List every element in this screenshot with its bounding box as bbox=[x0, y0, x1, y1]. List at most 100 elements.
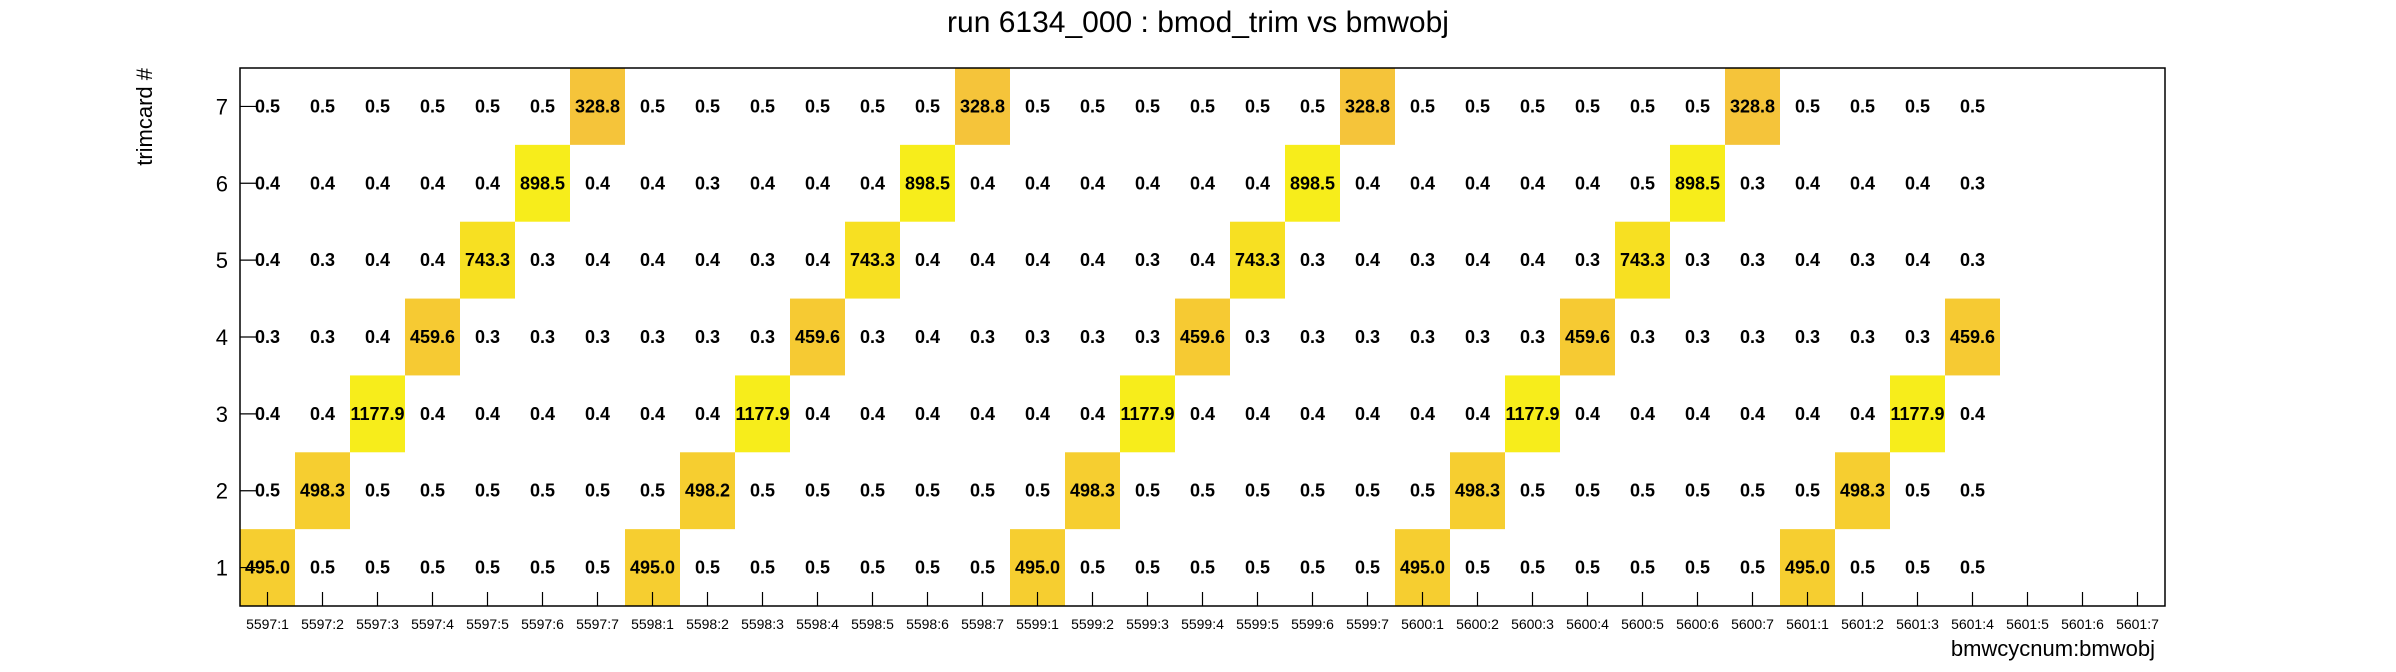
cell-value-label: 0.5 bbox=[1245, 558, 1270, 578]
cell-value-label: 0.4 bbox=[420, 404, 445, 424]
heatmap-cell bbox=[1945, 298, 2000, 376]
cell-value-label: 0.5 bbox=[695, 96, 720, 116]
cell-value-label: 0.4 bbox=[310, 173, 335, 193]
cell-value-label: 0.4 bbox=[970, 404, 995, 424]
cell-value-label: 459.6 bbox=[410, 327, 455, 347]
cell-value-label: 0.4 bbox=[1025, 250, 1050, 270]
cell-value-label: 0.5 bbox=[1190, 481, 1215, 501]
cell-value-label: 0.4 bbox=[1190, 404, 1215, 424]
cell-value-label: 0.3 bbox=[255, 327, 280, 347]
x-tick-label: 5599:5 bbox=[1236, 616, 1279, 632]
cell-value-label: 0.4 bbox=[365, 250, 390, 270]
x-tick-label: 5601:3 bbox=[1896, 616, 1939, 632]
cell-value-label: 0.5 bbox=[1080, 558, 1105, 578]
cell-value-label: 0.3 bbox=[1685, 327, 1710, 347]
y-tick-label: 2 bbox=[216, 479, 228, 504]
cell-value-label: 0.4 bbox=[475, 173, 500, 193]
cell-value-label: 0.4 bbox=[1025, 173, 1050, 193]
cell-value-label: 0.5 bbox=[970, 558, 995, 578]
x-axis-title: bmwcycnum:bmwobj bbox=[1951, 636, 2155, 661]
cell-value-label: 898.5 bbox=[1290, 173, 1335, 193]
cell-value-label: 0.4 bbox=[475, 404, 500, 424]
cell-value-label: 0.4 bbox=[1960, 404, 1985, 424]
cell-value-label: 0.3 bbox=[530, 250, 555, 270]
x-tick-label: 5598:2 bbox=[686, 616, 729, 632]
cell-value-label: 0.4 bbox=[585, 250, 610, 270]
cell-value-label: 0.3 bbox=[750, 327, 775, 347]
cell-value-label: 898.5 bbox=[520, 173, 565, 193]
cell-value-label: 0.5 bbox=[750, 481, 775, 501]
cell-value-label: 0.5 bbox=[310, 96, 335, 116]
cell-value-label: 0.5 bbox=[585, 481, 610, 501]
x-tick-label: 5598:6 bbox=[906, 616, 949, 632]
cell-value-label: 0.3 bbox=[1850, 327, 1875, 347]
cell-value-label: 0.5 bbox=[695, 558, 720, 578]
cell-value-label: 0.4 bbox=[1355, 173, 1380, 193]
cell-value-label: 0.4 bbox=[310, 404, 335, 424]
cell-value-label: 0.4 bbox=[640, 173, 665, 193]
cell-value-label: 498.3 bbox=[1455, 481, 1500, 501]
cell-value-label: 495.0 bbox=[630, 558, 675, 578]
cell-value-label: 0.5 bbox=[1575, 481, 1600, 501]
cell-value-label: 0.4 bbox=[1850, 404, 1875, 424]
x-tick-label: 5600:6 bbox=[1676, 616, 1719, 632]
x-tick-label: 5601:6 bbox=[2061, 616, 2104, 632]
y-tick-label: 5 bbox=[216, 248, 228, 273]
cell-value-label: 0.5 bbox=[1520, 481, 1545, 501]
cell-value-label: 0.5 bbox=[805, 558, 830, 578]
cell-value-label: 0.5 bbox=[750, 558, 775, 578]
cell-value-label: 0.5 bbox=[310, 558, 335, 578]
cell-value-label: 0.3 bbox=[1630, 327, 1655, 347]
heatmap-cell bbox=[1560, 298, 1615, 376]
cell-value-label: 0.3 bbox=[860, 327, 885, 347]
cell-value-label: 498.3 bbox=[1840, 481, 1885, 501]
cell-value-label: 0.4 bbox=[1630, 404, 1655, 424]
cell-value-label: 459.6 bbox=[1950, 327, 1995, 347]
cell-value-label: 0.3 bbox=[1960, 250, 1985, 270]
x-tick-label: 5600:7 bbox=[1731, 616, 1774, 632]
cell-value-label: 0.4 bbox=[1795, 173, 1820, 193]
cell-value-label: 0.4 bbox=[1190, 173, 1215, 193]
cell-value-label: 0.3 bbox=[310, 250, 335, 270]
cell-value-label: 0.5 bbox=[585, 558, 610, 578]
cell-value-label: 0.5 bbox=[475, 481, 500, 501]
cell-value-label: 0.3 bbox=[1740, 250, 1765, 270]
cell-value-label: 0.3 bbox=[1905, 327, 1930, 347]
cell-value-label: 0.5 bbox=[1575, 96, 1600, 116]
cell-value-label: 0.3 bbox=[640, 327, 665, 347]
cell-value-label: 898.5 bbox=[905, 173, 950, 193]
cell-labels: 495.0 0.5 0.5 0.5 0.5 0.5 0.5 495.0 0.5 0.5 0.5 0.5… bbox=[245, 96, 1995, 577]
cell-value-label: 0.4 bbox=[1300, 404, 1325, 424]
cell-value-label: 495.0 bbox=[1015, 558, 1060, 578]
cell-value-label: 0.5 bbox=[420, 558, 445, 578]
heatmap-cell bbox=[1065, 452, 1120, 530]
x-tick-label: 5598:4 bbox=[796, 616, 839, 632]
cell-value-label: 0.4 bbox=[1520, 173, 1545, 193]
cell-value-label: 0.5 bbox=[1135, 96, 1160, 116]
cell-value-label: 0.5 bbox=[1685, 558, 1710, 578]
cell-value-label: 0.5 bbox=[1080, 96, 1105, 116]
cell-value-label: 0.4 bbox=[1410, 404, 1435, 424]
heatmap-cell bbox=[1725, 68, 1780, 145]
cell-value-label: 0.5 bbox=[1410, 481, 1435, 501]
cell-value-label: 0.3 bbox=[970, 327, 995, 347]
cell-value-label: 0.3 bbox=[1960, 173, 1985, 193]
cell-value-label: 0.3 bbox=[750, 250, 775, 270]
heatmap-cell bbox=[735, 375, 790, 453]
cell-value-label: 0.3 bbox=[530, 327, 555, 347]
cell-value-label: 0.3 bbox=[1465, 327, 1490, 347]
y-axis-title: trimcard # bbox=[132, 67, 157, 166]
cell-value-label: 0.4 bbox=[255, 404, 280, 424]
x-tick-label: 5601:5 bbox=[2006, 616, 2049, 632]
cell-value-label: 0.5 bbox=[1795, 481, 1820, 501]
cell-value-label: 495.0 bbox=[1785, 558, 1830, 578]
cell-value-label: 0.4 bbox=[365, 327, 390, 347]
cell-value-label: 743.3 bbox=[1620, 250, 1665, 270]
cell-value-label: 0.4 bbox=[1080, 250, 1105, 270]
cell-value-label: 0.5 bbox=[365, 96, 390, 116]
y-axis: 1 2 3 4 5 6 7 bbox=[216, 94, 258, 581]
cell-value-label: 0.5 bbox=[1355, 558, 1380, 578]
heatmap-cell bbox=[1505, 375, 1560, 453]
cell-value-label: 459.6 bbox=[1565, 327, 1610, 347]
